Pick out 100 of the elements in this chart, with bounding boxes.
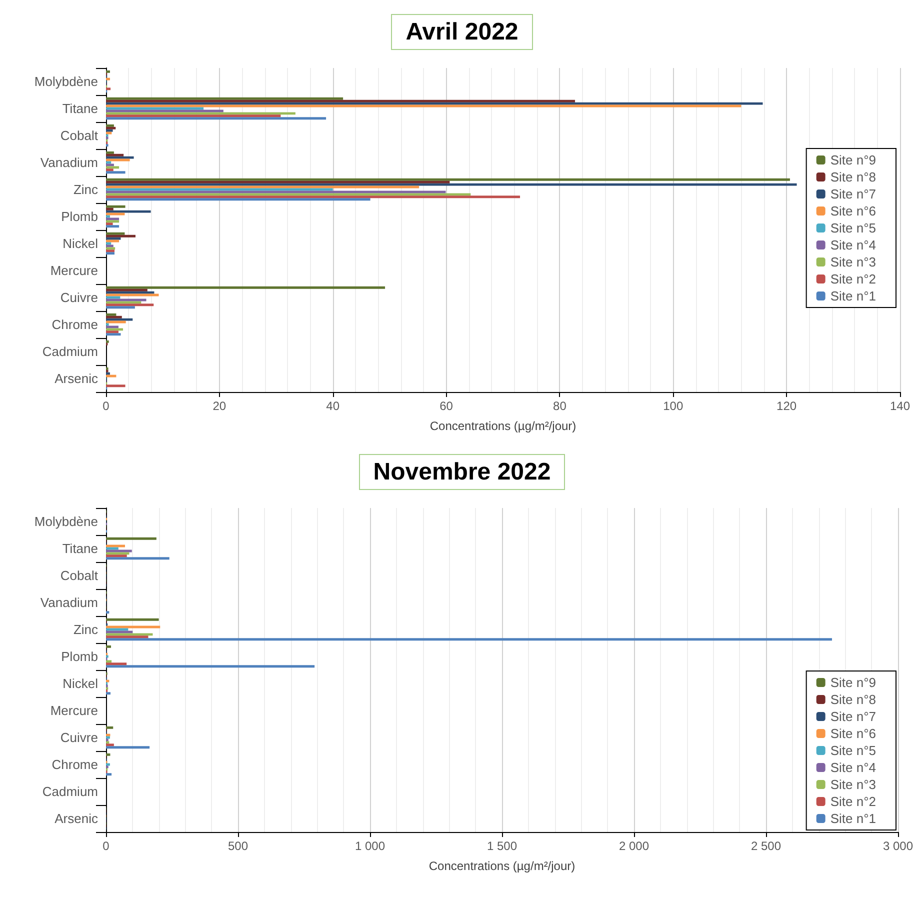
bar bbox=[106, 117, 326, 120]
x-axis-title: Concentrations (µg/m²/jour) bbox=[430, 419, 576, 433]
bar bbox=[106, 220, 120, 223]
bar bbox=[106, 692, 110, 695]
x-tick-label: 80 bbox=[553, 399, 567, 413]
x-axis-title: Concentrations (µg/m²/jour) bbox=[428, 859, 576, 873]
x-tick-label: 140 bbox=[890, 399, 910, 413]
legend-label: Site n°5 bbox=[830, 220, 876, 236]
legend-label: Site n°5 bbox=[830, 743, 876, 758]
bar bbox=[106, 298, 146, 302]
bar bbox=[106, 626, 160, 628]
bar bbox=[106, 232, 125, 235]
bar bbox=[106, 186, 420, 188]
bar bbox=[106, 252, 115, 255]
bar bbox=[106, 240, 120, 242]
bar bbox=[106, 154, 124, 156]
bar bbox=[106, 129, 113, 132]
x-tick-label: 2 500 bbox=[750, 839, 782, 853]
y-tick-label: Cuivre bbox=[60, 730, 98, 745]
bar bbox=[106, 110, 224, 112]
bar bbox=[106, 744, 114, 746]
bar bbox=[106, 665, 315, 668]
bar bbox=[106, 554, 127, 558]
bar bbox=[106, 306, 135, 309]
bar bbox=[106, 166, 120, 169]
y-tick-label: Zinc bbox=[73, 182, 98, 197]
bar bbox=[106, 726, 114, 729]
bar bbox=[106, 328, 124, 331]
y-tick-label: Nickel bbox=[62, 676, 98, 691]
y-tick-label: Plomb bbox=[61, 649, 98, 664]
bar bbox=[106, 636, 148, 638]
bar bbox=[106, 638, 832, 641]
legend-label: Site n°1 bbox=[830, 288, 876, 304]
x-tick-label: 2 000 bbox=[618, 839, 650, 853]
bar bbox=[106, 212, 125, 216]
bar bbox=[106, 178, 790, 181]
bar bbox=[106, 132, 112, 134]
y-tick-label: Vanadium bbox=[40, 155, 98, 170]
y-tick-label: Nickel bbox=[62, 236, 98, 251]
bar bbox=[106, 244, 114, 248]
bar bbox=[106, 618, 159, 621]
y-tick-label: Arsenic bbox=[54, 371, 98, 386]
bar bbox=[106, 97, 344, 100]
bar bbox=[106, 164, 114, 166]
bar bbox=[106, 680, 110, 682]
bar bbox=[106, 114, 281, 118]
bar bbox=[106, 557, 170, 560]
legend-label: Site n°6 bbox=[830, 204, 876, 218]
bar bbox=[106, 104, 742, 108]
bar bbox=[106, 294, 159, 296]
bar bbox=[106, 320, 126, 324]
bar bbox=[106, 333, 121, 336]
legend-label: Site n°3 bbox=[830, 777, 876, 792]
legend-label: Site n°8 bbox=[830, 170, 876, 184]
legend-label: Site n°2 bbox=[830, 794, 876, 809]
legend-label: Site n°7 bbox=[830, 186, 876, 202]
bar bbox=[106, 196, 520, 198]
bar bbox=[106, 340, 109, 343]
legend-label: Site n°7 bbox=[830, 709, 876, 724]
bar bbox=[106, 102, 763, 105]
bar bbox=[106, 313, 116, 316]
bar bbox=[106, 218, 120, 220]
bar bbox=[106, 198, 370, 201]
y-tick-label: Cuivre bbox=[60, 290, 98, 305]
bar bbox=[106, 662, 127, 666]
bar bbox=[106, 151, 114, 154]
bar bbox=[106, 222, 113, 226]
x-tick-label: 500 bbox=[228, 839, 248, 853]
bar bbox=[106, 100, 576, 102]
bar bbox=[106, 660, 112, 663]
legend-label: Site n°4 bbox=[830, 760, 876, 775]
bar bbox=[106, 773, 112, 776]
bar bbox=[106, 552, 130, 555]
y-tick-label: Titane bbox=[62, 541, 98, 556]
bar bbox=[106, 156, 134, 159]
bar bbox=[106, 537, 156, 540]
chart-title: Novembre 2022 bbox=[373, 458, 551, 486]
bar bbox=[106, 318, 133, 321]
x-tick-label: 1 000 bbox=[354, 839, 386, 853]
bar bbox=[106, 374, 116, 378]
bar bbox=[106, 247, 116, 250]
bar bbox=[106, 205, 126, 208]
bar bbox=[106, 234, 136, 238]
bar bbox=[106, 225, 120, 228]
bar bbox=[106, 753, 110, 756]
bar bbox=[106, 301, 142, 304]
x-tick-label: 20 bbox=[212, 399, 226, 413]
y-tick-label: Plomb bbox=[61, 209, 98, 224]
bar bbox=[106, 316, 122, 318]
y-tick-label: Cadmium bbox=[42, 784, 98, 799]
bar bbox=[106, 734, 110, 736]
bar bbox=[106, 630, 133, 634]
y-tick-label: Cobalt bbox=[60, 128, 98, 143]
x-tick-label: 0 bbox=[102, 399, 110, 413]
bar bbox=[106, 746, 150, 749]
legend-label: Site n°9 bbox=[830, 152, 876, 168]
y-tick-label: Cobalt bbox=[60, 568, 98, 583]
x-tick-label: 3 000 bbox=[882, 839, 914, 853]
y-tick-label: Titane bbox=[62, 101, 98, 116]
bar bbox=[106, 126, 116, 130]
